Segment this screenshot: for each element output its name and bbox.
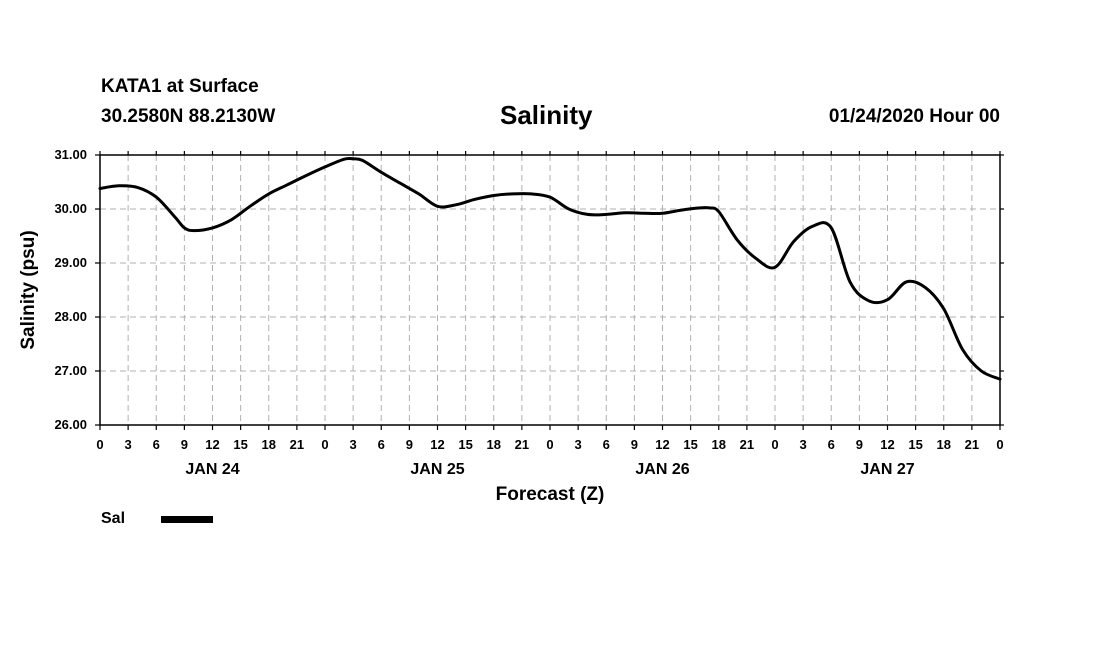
x-tick-label: 9 [631, 437, 638, 452]
x-tick-label: 12 [430, 437, 444, 452]
x-tick-label: 18 [712, 437, 726, 452]
x-tick-label: 9 [856, 437, 863, 452]
y-tick-label: 26.00 [54, 417, 87, 432]
x-tick-label: 15 [908, 437, 922, 452]
x-tick-label: 6 [378, 437, 385, 452]
x-tick-label: 3 [125, 437, 132, 452]
x-tick-label: 15 [683, 437, 697, 452]
forecast-timestamp: 01/24/2020 Hour 00 [828, 106, 1000, 127]
y-tick-label: 28.00 [54, 309, 87, 324]
x-tick-label: 0 [996, 437, 1003, 452]
day-label: JAN 27 [860, 461, 914, 478]
x-tick-label: 21 [965, 437, 979, 452]
legend-label: Sal [101, 510, 126, 527]
chart-title: Salinity [500, 100, 593, 130]
y-tick-label: 30.00 [54, 201, 87, 216]
x-tick-label: 6 [828, 437, 835, 452]
y-tick-label: 27.00 [54, 363, 87, 378]
station-coordinates: 30.2580N 88.2130W [101, 106, 276, 127]
y-axis-ticks: 26.00 27.00 28.00 29.00 30.00 31.00 [54, 147, 1004, 432]
x-tick-label: 0 [546, 437, 553, 452]
x-tick-label: 12 [880, 437, 894, 452]
x-tick-label: 12 [655, 437, 669, 452]
x-tick-label: 0 [96, 437, 103, 452]
legend: Sal [101, 510, 213, 528]
series-layer [98, 156, 1002, 381]
x-tick-label: 21 [740, 437, 754, 452]
x-tick-label: 15 [233, 437, 247, 452]
x-tick-label: 9 [406, 437, 413, 452]
y-tick-label: 31.00 [54, 147, 87, 162]
x-tick-label: 3 [575, 437, 582, 452]
x-tick-label: 0 [321, 437, 328, 452]
day-labels: JAN 24 JAN 25 JAN 26 JAN 27 [185, 461, 914, 478]
x-tick-label: 15 [458, 437, 472, 452]
x-tick-label: 9 [181, 437, 188, 452]
day-label: JAN 24 [185, 461, 239, 478]
x-tick-label: 0 [771, 437, 778, 452]
x-tick-label: 3 [800, 437, 807, 452]
day-label: JAN 25 [410, 461, 464, 478]
x-axis-ticks: 0 3 6 9 12 15 18 21 0 3 6 9 12 15 18 21 0 3 6 9 12 15 18 21 0 3 6 9… [96, 151, 1004, 452]
x-tick-label: 12 [205, 437, 219, 452]
x-tick-label: 21 [290, 437, 304, 452]
x-tick-label: 6 [603, 437, 610, 452]
y-axis-title: Salinity (psu) [18, 230, 39, 349]
x-tick-label: 18 [487, 437, 501, 452]
x-tick-label: 3 [350, 437, 357, 452]
x-tick-label: 21 [515, 437, 529, 452]
legend-swatch [161, 515, 213, 523]
x-tick-label: 18 [937, 437, 951, 452]
station-title: KATA1 at Surface [101, 76, 259, 97]
x-tick-label: 6 [153, 437, 160, 452]
y-tick-label: 29.00 [54, 255, 87, 270]
x-tick-label: 18 [262, 437, 276, 452]
x-axis-title: Forecast (Z) [496, 484, 605, 505]
series-line-sal [98, 156, 1002, 381]
day-label: JAN 26 [635, 461, 689, 478]
grid-lines [100, 155, 1000, 425]
